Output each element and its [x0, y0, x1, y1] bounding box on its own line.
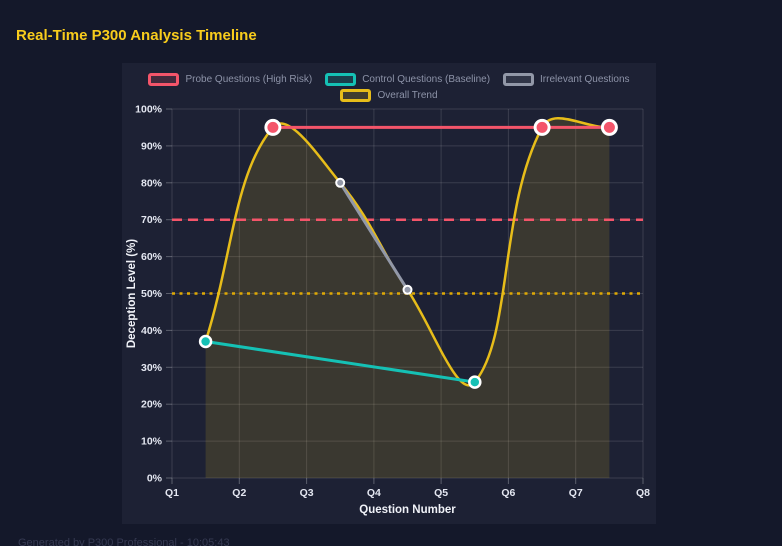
- data-point-control-1[interactable]: [468, 375, 482, 389]
- series-line-irrelevant: [338, 181, 409, 292]
- footer-note: Generated by P300 Professional - 10:05:4…: [18, 537, 230, 546]
- x-tick-label: Q7: [569, 487, 583, 499]
- y-tick-label: 40%: [141, 325, 163, 337]
- y-tick-label: 60%: [141, 251, 163, 263]
- y-tick-label: 50%: [141, 288, 163, 300]
- x-tick-label: Q1: [165, 487, 179, 499]
- plot-area: 0% 10% 20% 30% 40% 50% 60% 70% 80% 90% 100% Q1 Q2 Q3 Q…: [126, 104, 650, 517]
- data-point-irrelevant-1[interactable]: [402, 284, 413, 295]
- y-tick-label: 0%: [147, 473, 163, 485]
- legend-row-1: Probe Questions (High Risk) Control Ques…: [148, 72, 630, 87]
- data-point-control-0[interactable]: [198, 334, 213, 349]
- y-tick-label: 100%: [135, 104, 163, 116]
- legend-item-probe-questions[interactable]: Probe Questions (High Risk): [148, 73, 312, 86]
- data-point-probe-2[interactable]: [600, 118, 618, 136]
- y-tick-label: 90%: [141, 140, 163, 152]
- legend-item-control-questions[interactable]: Control Questions (Baseline): [325, 73, 490, 86]
- x-tick-label: Q6: [501, 487, 515, 499]
- legend-label-trend: Overall Trend: [377, 90, 438, 101]
- x-tick-label: Q4: [367, 487, 381, 499]
- x-tick-label: Q2: [232, 487, 246, 499]
- legend-row-2: Overall Trend: [340, 88, 438, 103]
- y-axis-title: Deception Level (%): [126, 239, 138, 348]
- x-axis-title: Question Number: [359, 504, 456, 516]
- legend-item-overall-trend[interactable]: Overall Trend: [340, 89, 438, 102]
- page-title: Real-Time P300 Analysis Timeline: [16, 27, 257, 44]
- legend-label-control: Control Questions (Baseline): [362, 74, 491, 85]
- data-point-irrelevant-0[interactable]: [335, 177, 346, 188]
- legend-label-probe: Probe Questions (High Risk): [185, 74, 313, 85]
- y-tick-label: 80%: [141, 177, 163, 189]
- legend-label-irrelevant: Irrelevant Questions: [540, 74, 630, 85]
- chart-legend: Probe Questions (High Risk) Control Ques…: [122, 72, 656, 103]
- y-tick-label: 70%: [141, 214, 163, 226]
- legend-swatch-trend-icon: [340, 89, 372, 102]
- data-point-probe-1[interactable]: [533, 118, 551, 136]
- series-line-control: [204, 340, 477, 384]
- legend-item-irrelevant-questions[interactable]: Irrelevant Questions: [503, 73, 630, 86]
- grid-lines: [166, 108, 644, 484]
- x-tick-label: Q8: [636, 487, 650, 499]
- chart-panel: 0% 10% 20% 30% 40% 50% 60% 70% 80% 90% 100% Q1 Q2 Q3 Q…: [122, 63, 656, 524]
- legend-swatch-control-icon: [325, 73, 357, 86]
- y-tick-label: 10%: [141, 436, 163, 448]
- x-tick-label: Q5: [434, 487, 448, 499]
- x-tick-label: Q3: [300, 487, 314, 499]
- legend-swatch-probe-icon: [148, 73, 180, 86]
- legend-swatch-irrelevant-icon: [503, 73, 535, 86]
- y-tick-label: 20%: [141, 399, 163, 411]
- trend-area-fill: [205, 118, 610, 478]
- y-tick-label: 30%: [141, 362, 163, 374]
- data-point-probe-0[interactable]: [264, 118, 282, 136]
